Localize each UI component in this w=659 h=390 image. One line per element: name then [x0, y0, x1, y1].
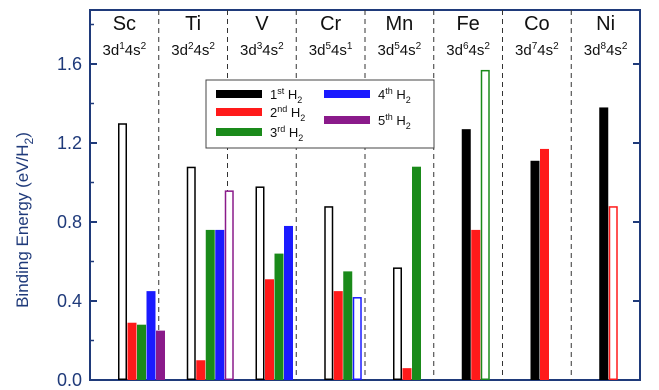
bar-1st-h2-ti	[186, 166, 196, 380]
element-label: Mn	[385, 13, 413, 35]
bar-2nd-h2-v	[265, 279, 274, 380]
legend-swatch	[216, 128, 262, 136]
bar-3rd-h2-v	[274, 253, 284, 380]
legend-label: 3rd H2	[270, 124, 303, 143]
element-label: Ni	[596, 13, 615, 35]
bar-4th-h2-v	[284, 225, 293, 380]
bar-2nd-h2-sc	[127, 322, 137, 380]
legend-swatch	[216, 108, 262, 116]
bar-5th-h2-ti	[224, 190, 234, 380]
config-label: 3d34s2	[240, 41, 284, 59]
bar-2nd-h2-cr	[333, 291, 343, 380]
bar-3rd-h2-sc	[137, 324, 146, 380]
y-tick-label: 1.2	[57, 133, 82, 153]
config-label: 3d54s1	[309, 41, 353, 59]
category-labels: Sc 3d14s2 Ti 3d24s2 V 3d34s2 Cr 3d54s1 Mn 3d54s2 F…	[103, 13, 628, 59]
bar-1st-h2-mn	[393, 267, 402, 380]
bar-2nd-h2-mn	[402, 368, 412, 380]
y-tick-label: 1.6	[57, 54, 82, 74]
element-label: Ti	[185, 13, 201, 35]
config-label: 3d14s2	[103, 41, 147, 59]
bar-5th-h2-sc	[156, 330, 165, 380]
config-label: 3d24s2	[171, 41, 215, 59]
bar-1st-h2-ni	[599, 107, 609, 380]
element-label: Sc	[113, 13, 136, 35]
plot-area	[89, 9, 641, 381]
y-tick-label: 0.4	[57, 291, 82, 311]
config-label: 3d64s2	[446, 41, 490, 59]
y-axis-title: Binding Energy (eV/H2)	[13, 132, 36, 308]
bar-2nd-h2-ti	[196, 360, 206, 380]
bar-2nd-h2-fe	[471, 229, 481, 380]
legend-swatch	[216, 90, 262, 98]
y-tick-label: 0.0	[57, 370, 82, 390]
element-label: Fe	[456, 13, 479, 35]
bar-3rd-h2-fe	[480, 69, 490, 381]
bar-1st-h2-sc	[118, 123, 127, 380]
bar-3rd-h2-mn	[412, 166, 421, 380]
element-label: Cr	[320, 13, 341, 35]
legend-swatch	[324, 116, 370, 124]
config-label: 3d84s2	[584, 41, 628, 59]
bar-3rd-h2-ti	[205, 229, 215, 380]
bar-4th-h2-sc	[146, 291, 156, 380]
element-label: V	[255, 13, 269, 35]
bar-2nd-h2-ni	[608, 206, 618, 380]
config-label: 3d54s2	[378, 41, 422, 59]
bar-4th-h2-cr	[352, 297, 362, 380]
legend-swatch	[324, 90, 370, 98]
y-tick-label: 0.8	[57, 212, 82, 232]
bar-1st-h2-co	[530, 160, 540, 380]
bar-1st-h2-fe	[461, 129, 471, 380]
config-label: 3d74s2	[515, 41, 559, 59]
bar-4th-h2-ti	[215, 229, 225, 380]
legend-label: 4th H2	[378, 86, 411, 105]
legend-label: 2nd H2	[270, 104, 305, 123]
y-axis: 0.0 0.4 0.8 1.2 1.6 Binding Energy (eV/H2)	[13, 23, 640, 390]
legend-label: 5th H2	[378, 112, 411, 131]
bar-1st-h2-cr	[324, 206, 334, 380]
legend-label: 1st H2	[270, 86, 302, 105]
element-label: Co	[524, 13, 550, 35]
bar-2nd-h2-co	[540, 148, 549, 380]
bar-1st-h2-v	[255, 186, 265, 380]
bar-3rd-h2-cr	[343, 271, 353, 380]
